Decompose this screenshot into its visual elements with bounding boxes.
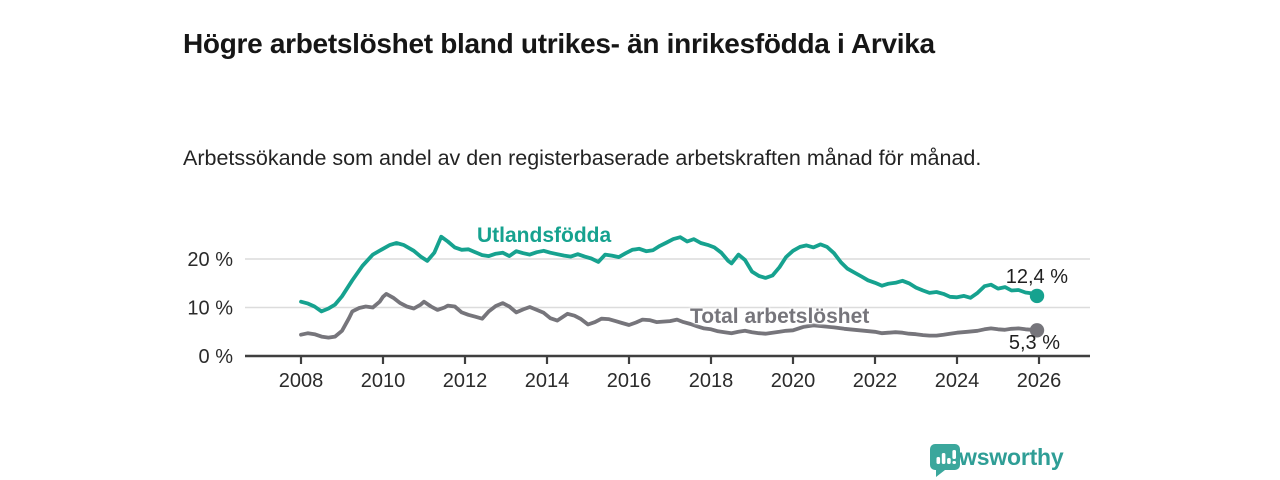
series-label-utlandsfodda: Utlandsfödda [477,224,612,247]
series-end-dot [1029,288,1045,304]
y-tick-label: 10 % [187,298,233,320]
newsworthy-logo-icon [930,444,960,477]
x-tick-label: 2010 [361,370,406,392]
page-title: Högre arbetslöshet bland utrikes- än inr… [183,27,935,59]
x-tick-label: 2012 [443,370,488,392]
x-tick-label: 2020 [771,370,816,392]
series-line [299,292,1039,340]
series-end-dot [1029,323,1045,338]
y-tick-label: 20 % [187,249,233,271]
x-tick-label: 2008 [279,370,324,392]
x-tick-label: 2026 [1017,370,1062,392]
x-tick-label: 2022 [853,370,898,392]
x-tick-label: 2016 [607,370,652,392]
y-tick-label: 0 % [199,346,234,368]
x-tick-label: 2024 [935,370,980,392]
chart-subtitle: Arbetssökande som andel av den registerb… [183,145,982,170]
end-value-label-utlandsfodda: 12,4 % [1005,266,1068,288]
series-label-total: Total arbetslöshet [690,305,870,328]
x-tick-label: 2018 [689,370,734,392]
x-tick-label: 2014 [525,370,570,392]
series-line [299,234,1039,314]
newsworthy-logo[interactable]: Newsworthy [930,444,1064,477]
end-value-label-total: 5,3 % [1008,332,1060,354]
